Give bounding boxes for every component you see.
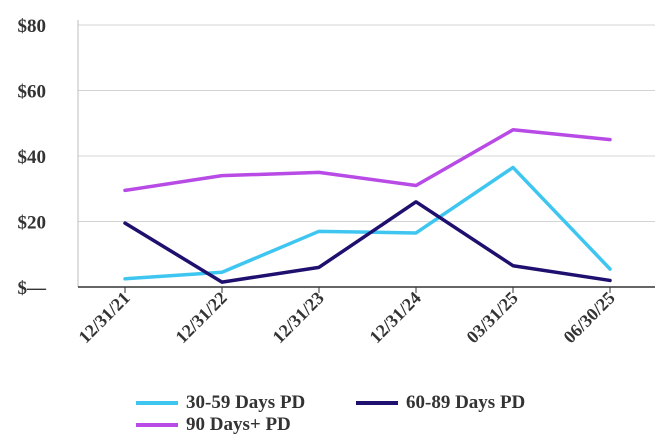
- axes: [77, 20, 655, 288]
- x-tick-label: 12/31/22: [171, 288, 230, 347]
- y-tick-label: $40: [18, 147, 47, 168]
- gridlines: [78, 24, 655, 222]
- y-axis-ticks: $— $20 $40 $60 $80: [18, 16, 48, 299]
- series-line-1: [123, 165, 612, 281]
- y-tick-label: $60: [18, 82, 47, 103]
- y-tick-label: $80: [18, 16, 47, 37]
- series-line-3: [123, 128, 612, 193]
- x-axis-ticks: 12/31/21 12/31/22 12/31/23 12/31/24 03/31/25…: [74, 287, 619, 347]
- x-tick-label: 03/31/25: [462, 288, 521, 347]
- x-tick-label: 12/31/23: [268, 288, 327, 347]
- y-tick-label: $—: [18, 278, 48, 299]
- series-line-2: [123, 200, 612, 284]
- x-tick-label: 06/30/25: [559, 288, 618, 347]
- x-tick-label: 12/31/24: [365, 288, 424, 347]
- series-lines: [123, 128, 612, 284]
- y-tick-label: $20: [18, 213, 47, 234]
- x-tick-label: 12/31/21: [74, 288, 133, 347]
